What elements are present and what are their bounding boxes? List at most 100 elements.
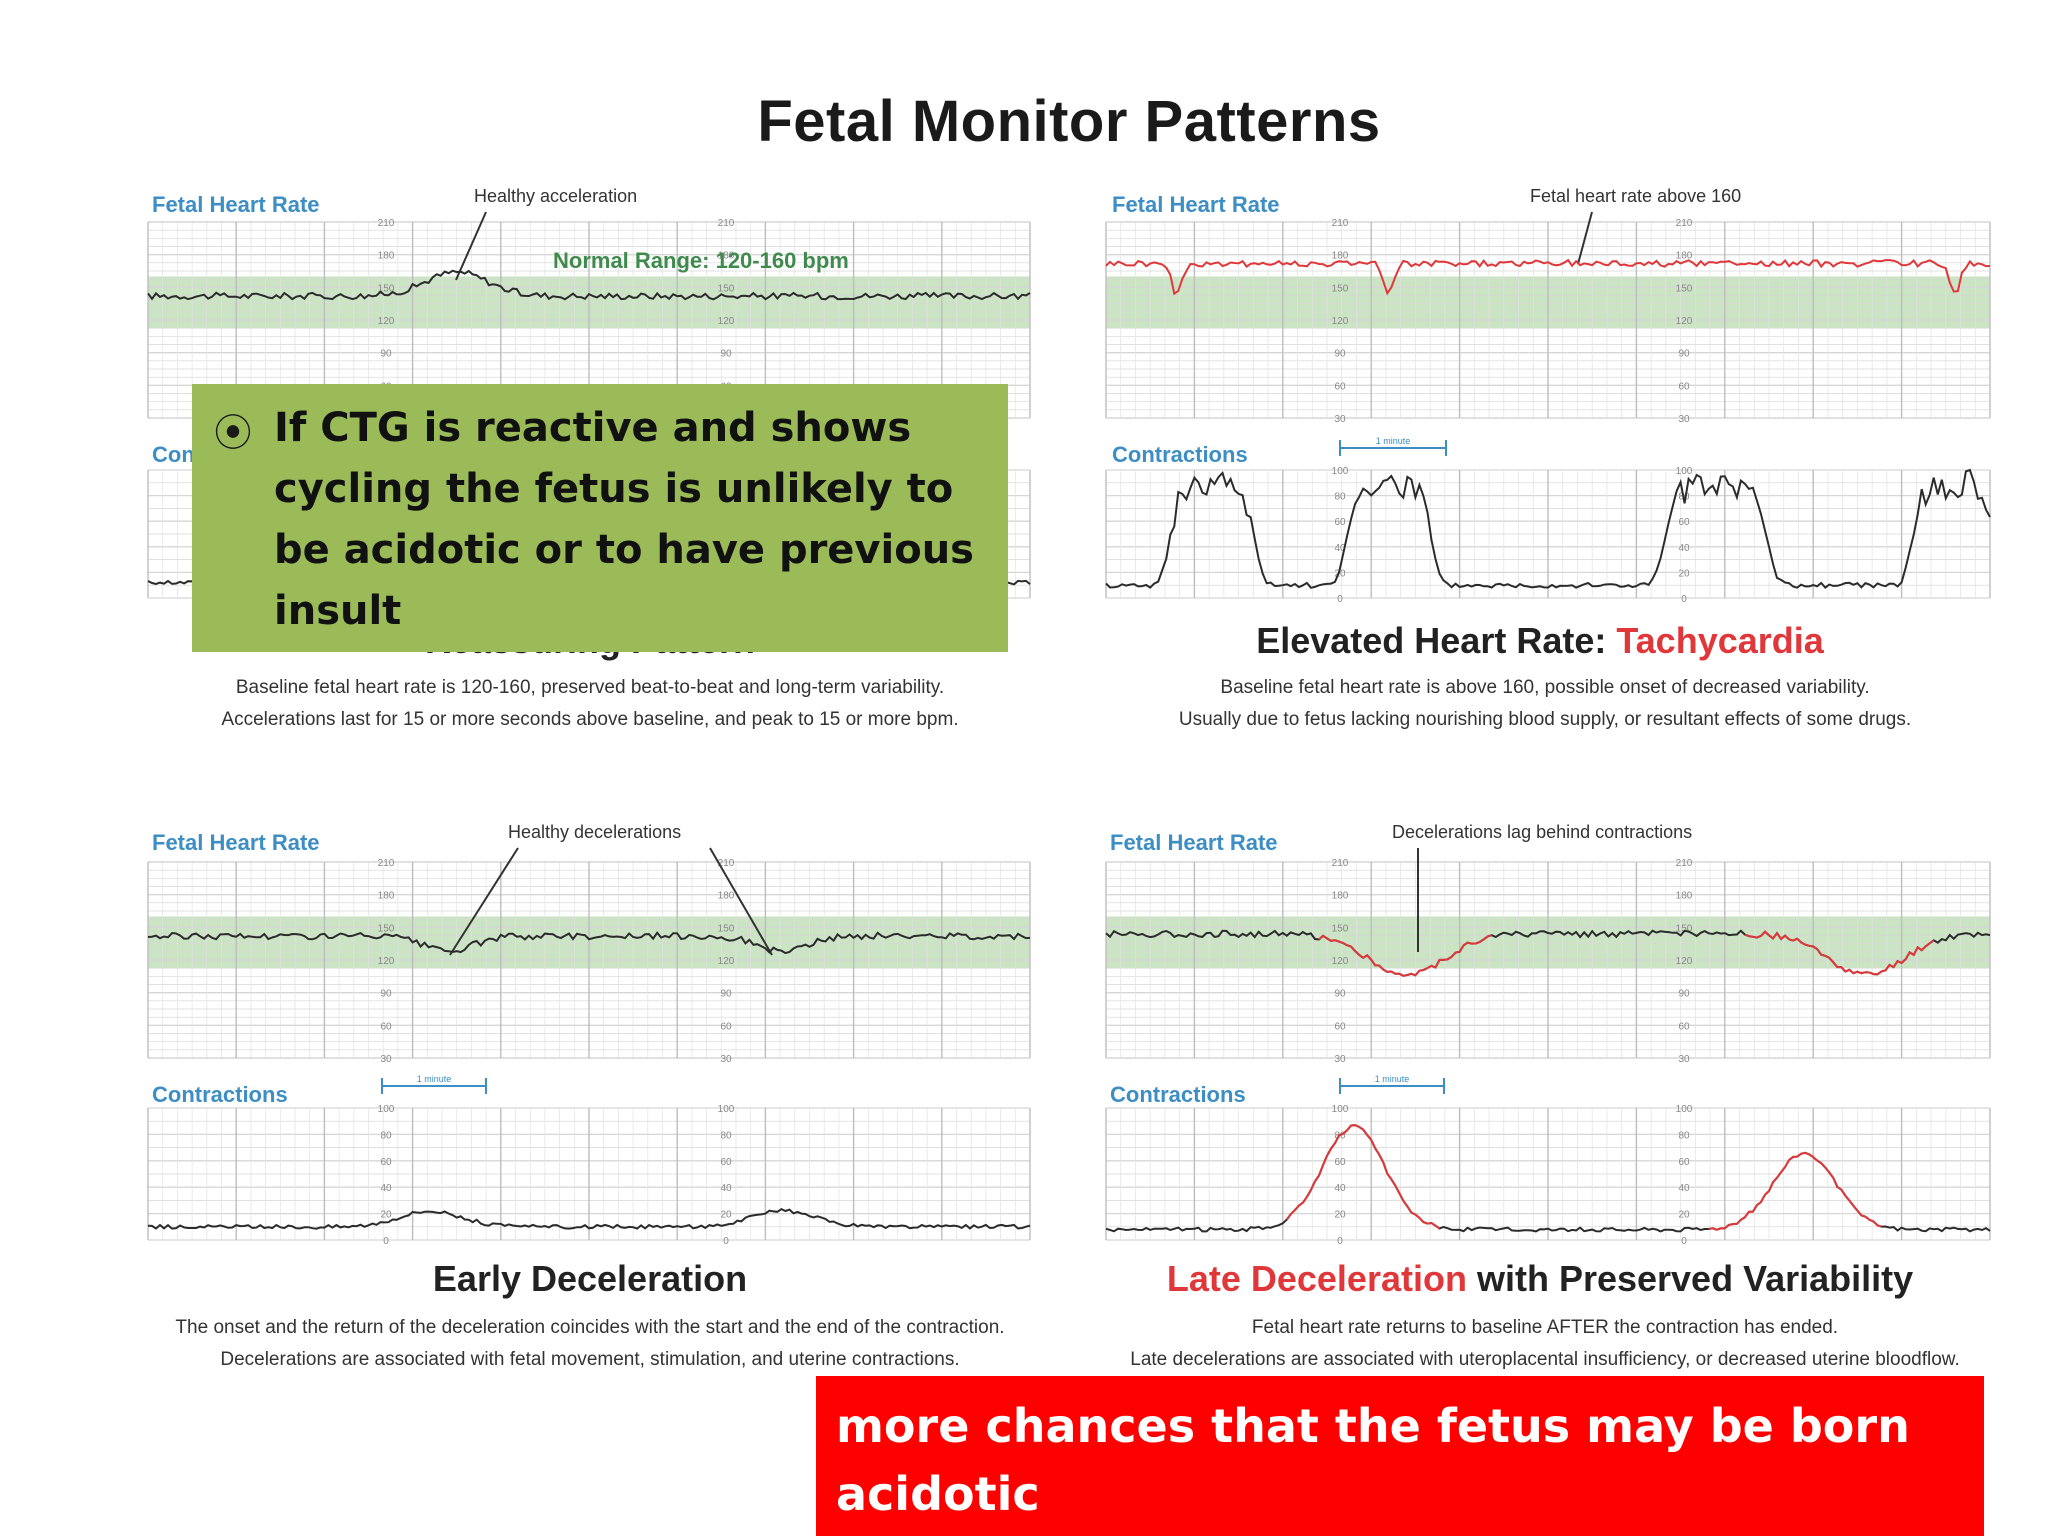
annotation-text: Healthy decelerations	[508, 822, 681, 842]
contractions-grid: 100 80 60 40 20 0 100 80 60 40 20 0	[1105, 1104, 1991, 1247]
fhr-tick-label: 60	[380, 1021, 392, 1032]
description-reassuring: Baseline fetal heart rate is 120-160, pr…	[140, 672, 1040, 736]
contractions-trace	[147, 1207, 1031, 1230]
one-minute-label: 1 minute	[417, 1074, 452, 1084]
fhr-tick-label: 210	[1332, 218, 1349, 229]
warning-text: more chances that the fetus may be born …	[836, 1399, 1910, 1521]
description-line: Accelerations last for 15 or more second…	[221, 709, 959, 730]
contraction-tick-label: 80	[380, 1130, 392, 1141]
caption-tachycardia: Elevated Heart Rate: Tachycardia	[1256, 620, 1824, 661]
normal-range-label: Normal Range: 120-160 bpm	[553, 248, 849, 273]
description-early-deceleration: The onset and the return of the decelera…	[130, 1312, 1050, 1376]
caption-late-deceleration: Late Deceleration with Preserved Variabi…	[1166, 1258, 1914, 1299]
contraction-tick-label: 20	[1334, 568, 1346, 579]
fhr-tick-label: 150	[718, 923, 735, 934]
contraction-tick-label: 0	[1337, 594, 1343, 605]
fhr-tick-label: 210	[1332, 858, 1349, 869]
fhr-tick-label: 150	[378, 923, 395, 934]
fhr-tick-label: 210	[378, 858, 395, 869]
fhr-tick-label: 210	[1676, 218, 1693, 229]
annotation-arrow	[709, 847, 773, 956]
fhr-tick-label: 30	[1334, 1054, 1346, 1065]
slide-title: Fetal Monitor Patterns	[757, 89, 1381, 154]
contraction-tick-label: 80	[720, 1130, 732, 1141]
fhr-tick-label: 90	[1678, 989, 1690, 1000]
annotation-text: Decelerations lag behind contractions	[1392, 822, 1692, 842]
description-line: Baseline fetal heart rate is above 160, …	[1220, 677, 1870, 698]
fhr-tick-label: 150	[1332, 283, 1349, 294]
contraction-tick-label: 40	[1678, 543, 1690, 554]
fhr-tick-label: 90	[1678, 349, 1690, 360]
description-tachycardia: Baseline fetal heart rate is above 160, …	[1100, 672, 1990, 736]
contraction-tick-label: 60	[380, 1157, 392, 1168]
fhr-tick-label: 180	[378, 891, 395, 902]
contraction-tick-label: 80	[1334, 1130, 1346, 1141]
fhr-tick-label: 180	[1332, 251, 1349, 262]
fhr-tick-label: 120	[1676, 956, 1693, 967]
contraction-tick-label: 60	[1678, 517, 1690, 528]
fhr-trace	[147, 931, 1031, 955]
contraction-tick-label: 40	[380, 1183, 392, 1194]
contraction-tick-label: 60	[1334, 517, 1346, 528]
annotation-arrow	[455, 211, 487, 281]
fhr-tick-label: 210	[718, 858, 735, 869]
fhr-trace-deceleration	[1318, 930, 1935, 977]
fhr-label: Fetal Heart Rate	[1112, 192, 1280, 217]
contraction-tick-label: 100	[718, 1104, 735, 1115]
fhr-tick-label: 120	[1676, 316, 1693, 327]
contractions-grid: 100 80 60 40 20 0 100 80 60 40 20 0	[147, 1104, 1031, 1247]
contraction-tick-label: 100	[1332, 1104, 1349, 1115]
fhr-tick-label: 120	[1332, 316, 1349, 327]
fhr-tick-label: 120	[718, 316, 735, 327]
fhr-tick-label: 60	[1678, 1021, 1690, 1032]
contraction-tick-label: 20	[1678, 1210, 1690, 1221]
contraction-tick-label: 80	[1678, 1130, 1690, 1141]
fhr-tick-label: 180	[1332, 891, 1349, 902]
description-line: Baseline fetal heart rate is 120-160, pr…	[235, 677, 945, 698]
fhr-tick-label: 150	[1676, 283, 1693, 294]
annotation-text: Fetal heart rate above 160	[1530, 186, 1741, 206]
contraction-tick-label: 40	[1334, 1183, 1346, 1194]
fhr-label: Fetal Heart Rate	[152, 830, 320, 855]
contraction-tick-label: 60	[1678, 1157, 1690, 1168]
fhr-tick-label: 120	[378, 956, 395, 967]
contraction-tick-label: 20	[1678, 568, 1690, 579]
contraction-tick-label: 100	[1676, 466, 1693, 477]
fhr-tick-label: 210	[718, 218, 735, 229]
contractions-label: Contractions	[1110, 1082, 1246, 1107]
contraction-tick-label: 100	[1332, 466, 1349, 477]
contractions-label: Contractions	[152, 1082, 288, 1107]
fhr-tick-label: 120	[378, 316, 395, 327]
contraction-tick-label: 20	[720, 1210, 732, 1221]
fhr-tick-label: 120	[1332, 956, 1349, 967]
contractions-trace-highlight	[1285, 1124, 1882, 1231]
contractions-label: Contractions	[1112, 442, 1248, 467]
fhr-tick-label: 180	[378, 251, 395, 262]
contraction-tick-label: 100	[378, 1104, 395, 1115]
fhr-trace	[1105, 258, 1991, 296]
contraction-tick-label: 80	[1334, 492, 1346, 503]
annotation-arrow	[1577, 211, 1593, 265]
fhr-tick-label: 30	[1678, 414, 1690, 425]
annotation-text: Healthy acceleration	[474, 186, 637, 206]
fhr-tick-label: 90	[380, 349, 392, 360]
fhr-tick-label: 90	[720, 989, 732, 1000]
description-line: The onset and the return of the decelera…	[175, 1317, 1005, 1338]
annotation-arrow	[449, 847, 519, 956]
callout-text: If CTG is reactive and shows cycling the…	[274, 405, 974, 634]
fhr-label: Fetal Heart Rate	[152, 192, 320, 217]
fhr-tick-label: 30	[380, 1054, 392, 1065]
contraction-tick-label: 0	[383, 1236, 389, 1247]
contraction-tick-label: 20	[1334, 1210, 1346, 1221]
contraction-tick-label: 60	[1334, 1157, 1346, 1168]
description-line: Fetal heart rate returns to baseline AFT…	[1251, 1317, 1839, 1338]
fhr-tick-label: 150	[1676, 923, 1693, 934]
fhr-tick-label: 30	[1334, 414, 1346, 425]
contraction-tick-label: 60	[720, 1157, 732, 1168]
caption-early-deceleration: Early Deceleration	[432, 1258, 748, 1299]
fhr-tick-label: 60	[1334, 1021, 1346, 1032]
fhr-tick-label: 120	[718, 956, 735, 967]
